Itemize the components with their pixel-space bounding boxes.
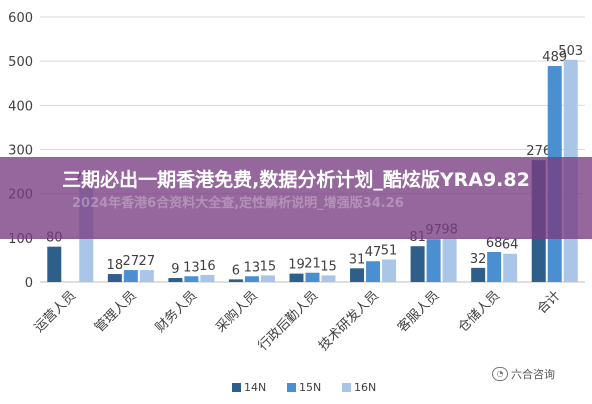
bar-14n: [350, 268, 365, 282]
bar-15n: [123, 270, 138, 282]
bar-14n: [471, 267, 486, 282]
y-tick-label: 400: [8, 99, 33, 114]
bar-14n: [168, 278, 183, 282]
bar-16n: [321, 275, 336, 282]
y-tick-label: 0: [25, 276, 33, 291]
data-label: 68: [486, 236, 503, 251]
legend-label-16n: 16N: [354, 381, 376, 394]
x-tick-label: 财务人员: [152, 288, 200, 336]
x-tick-label: 技术研发人员: [315, 288, 381, 354]
bar-16n: [382, 259, 397, 282]
y-tick-label: 300: [8, 144, 33, 159]
watermark-text: 六合咨询: [511, 368, 555, 381]
x-tick-label: 客服人员: [394, 288, 442, 336]
bar-15n: [184, 276, 199, 282]
data-label: 18: [107, 258, 124, 273]
x-tick-label: 行政后勤人员: [256, 288, 322, 354]
bar-14n: [228, 279, 243, 282]
data-label: 15: [260, 259, 277, 274]
legend-swatch-16n: [342, 383, 351, 392]
data-label: 27: [139, 254, 156, 269]
banner-ghost-text: 2024年香港6合资料大全查,定性解析说明_增强版34.26: [72, 196, 404, 211]
bar-16n: [200, 274, 215, 282]
bar-14n: [107, 274, 122, 282]
data-label: 13: [183, 260, 200, 275]
bar-16n: [260, 275, 275, 282]
data-label: 47: [365, 245, 382, 260]
bar-15n: [366, 261, 381, 282]
data-label: 503: [558, 44, 583, 59]
bar-16n: [503, 253, 518, 282]
x-tick-label: 仓储人员: [456, 288, 503, 335]
data-label: 9: [171, 262, 179, 277]
bar-15n: [426, 239, 441, 282]
legend-label-15n: 15N: [299, 381, 321, 394]
title-banner: [0, 157, 592, 239]
banner-title: 三期必出一期香港免费,数据分析计划_酷炫版YRA9.82: [62, 169, 530, 191]
bar-14n: [410, 246, 425, 282]
data-label: 6: [232, 263, 240, 278]
data-label: 27: [123, 254, 140, 269]
bar-14n: [47, 246, 62, 282]
bar-16n: [442, 238, 457, 282]
bar-14n: [289, 273, 304, 282]
x-tick-label: 管理人员: [92, 288, 139, 335]
x-tick-label: 运营人员: [32, 288, 79, 335]
bar-15n: [244, 276, 259, 282]
data-label: 15: [320, 259, 337, 274]
data-label: 16: [199, 259, 216, 274]
x-tick-label: 采购人员: [213, 288, 261, 336]
data-label: 276: [526, 144, 551, 159]
data-label: 489: [542, 50, 567, 65]
bar-15n: [305, 272, 320, 282]
y-tick-label: 500: [8, 55, 33, 70]
data-label: 13: [244, 260, 261, 275]
bar-16n: [139, 270, 154, 282]
data-label: 64: [502, 238, 519, 253]
data-label: 31: [349, 252, 366, 267]
watermark: ◔ 六合咨询: [492, 366, 555, 382]
x-tick-label: 合计: [535, 288, 564, 317]
legend-label-14n: 14N: [244, 381, 266, 394]
y-tick-label: 600: [8, 11, 33, 26]
data-label: 21: [304, 257, 321, 272]
data-label: 51: [381, 243, 398, 258]
data-label: 19: [288, 258, 305, 273]
bar-15n: [487, 251, 502, 282]
data-label: 32: [470, 252, 487, 267]
legend-swatch-14n: [232, 383, 241, 392]
wechat-icon: ◔: [492, 367, 508, 381]
legend-swatch-15n: [287, 383, 296, 392]
